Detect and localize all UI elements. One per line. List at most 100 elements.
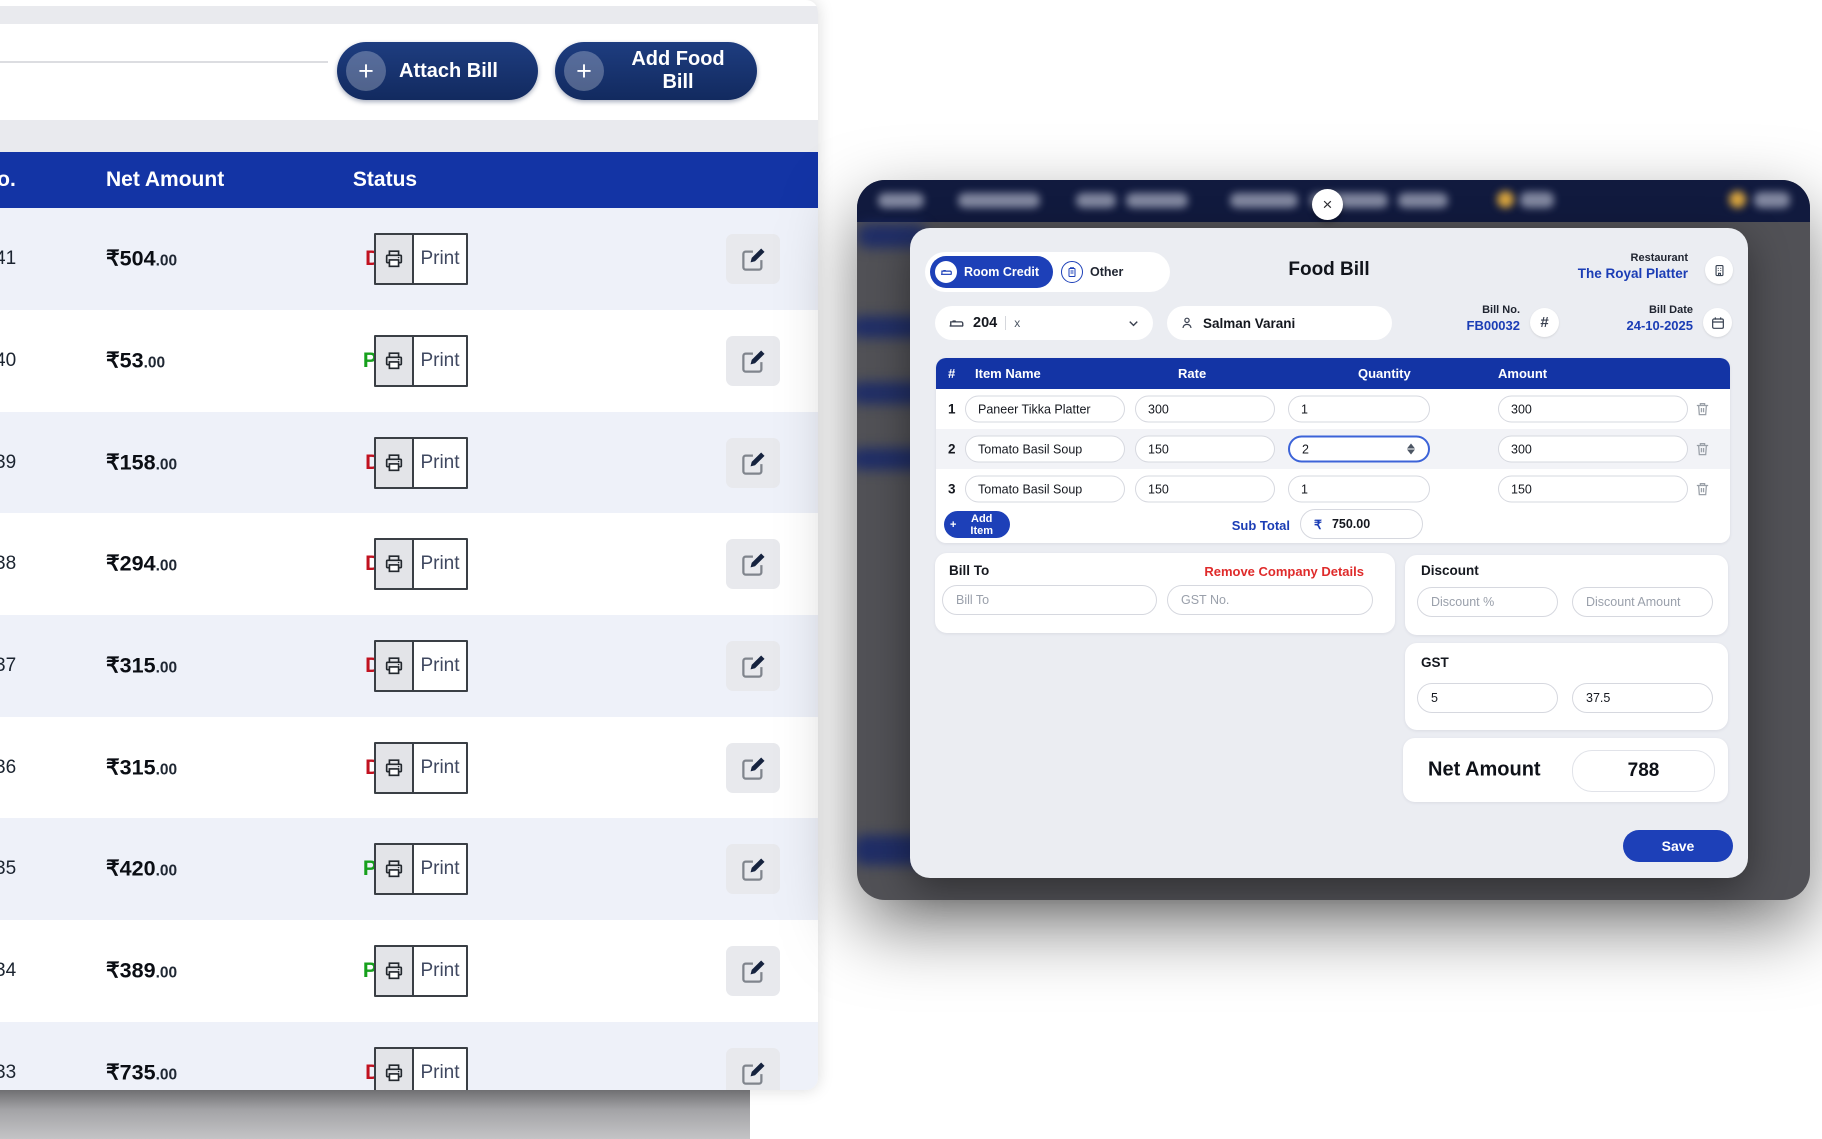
trash-icon <box>1694 440 1716 458</box>
amount-input[interactable] <box>1498 475 1688 503</box>
discount-section: Discount <box>1405 555 1728 635</box>
restaurant-info: Restaurant The Royal Platter <box>1578 252 1688 281</box>
amount-decimals: .00 <box>155 557 178 575</box>
discount-percent-input[interactable] <box>1417 587 1558 617</box>
print-button[interactable]: Print <box>374 945 468 997</box>
edit-icon <box>740 856 767 883</box>
net-amount: ₹504.00 <box>106 247 177 272</box>
printer-icon <box>376 947 414 995</box>
item-row: 1 <box>936 389 1730 429</box>
edit-button[interactable] <box>726 641 780 691</box>
column-header-amount: Amount <box>1498 366 1548 381</box>
tab-room-credit[interactable]: Room Credit <box>930 256 1053 288</box>
item-index: 2 <box>948 441 956 457</box>
gst-amount-input[interactable] <box>1572 683 1713 713</box>
edit-button[interactable] <box>726 336 780 386</box>
edit-button[interactable] <box>726 234 780 284</box>
guest-name-field[interactable]: Salman Varani <box>1167 306 1392 340</box>
items-table: # Item Name Rate Quantity Amount 1 2 3 <box>936 358 1730 543</box>
rate-input[interactable] <box>1135 475 1275 503</box>
save-button[interactable]: Save <box>1623 830 1733 862</box>
printer-icon <box>376 235 414 283</box>
print-label: Print <box>420 553 460 574</box>
discount-amount-input[interactable] <box>1572 587 1713 617</box>
rate-input[interactable] <box>1135 435 1275 463</box>
page-strip <box>0 6 818 24</box>
quantity-input[interactable] <box>1288 395 1430 423</box>
restaurant-icon-button[interactable] <box>1705 256 1733 284</box>
add-food-bill-button[interactable]: + Add Food Bill <box>555 42 757 100</box>
rate-input[interactable] <box>1135 395 1275 423</box>
edit-icon <box>740 246 767 273</box>
print-button[interactable]: Print <box>374 843 468 895</box>
table-row: 37 ₹315.00 Due Print <box>0 615 818 717</box>
net-amount-label: Net Amount <box>1428 758 1541 781</box>
amount-input[interactable] <box>1498 435 1688 463</box>
nav-item-blur <box>878 193 924 208</box>
amount-decimals: .00 <box>155 862 178 880</box>
nav-item-blur <box>1398 193 1448 208</box>
close-button[interactable]: × <box>1312 189 1343 220</box>
table-row: 34 ₹389.00 Paid Print <box>0 920 818 1022</box>
remove-room-tag[interactable]: x <box>1014 316 1021 330</box>
print-button[interactable]: Print <box>374 335 468 387</box>
print-label: Print <box>420 1062 460 1083</box>
amount-main: ₹315 <box>106 653 156 678</box>
bill-no-icon-button: # <box>1530 308 1559 337</box>
bill-number: 38 <box>0 553 17 574</box>
edit-button[interactable] <box>726 438 780 488</box>
edit-button[interactable] <box>726 743 780 793</box>
nav-item-blur <box>1126 193 1188 208</box>
remove-company-details-link[interactable]: Remove Company Details <box>1198 563 1370 580</box>
sub-total-field: ₹ 750.00 <box>1300 509 1423 539</box>
edit-button[interactable] <box>726 946 780 996</box>
print-button[interactable]: Print <box>374 538 468 590</box>
items-table-header: # Item Name Rate Quantity Amount <box>936 358 1730 389</box>
item-index: 3 <box>948 481 956 497</box>
food-bill-modal: Room Credit Other Food Bill Restaurant T… <box>910 228 1748 878</box>
print-label: Print <box>420 858 460 879</box>
edit-button[interactable] <box>726 539 780 589</box>
bill-to-input[interactable] <box>942 585 1157 615</box>
discount-title: Discount <box>1421 563 1479 578</box>
bill-date-icon-button[interactable] <box>1703 308 1732 337</box>
print-button[interactable]: Print <box>374 640 468 692</box>
item-name-input[interactable] <box>965 395 1125 423</box>
user-icon <box>1179 315 1195 331</box>
amount-decimals: .00 <box>155 252 178 270</box>
gst-no-input[interactable] <box>1167 585 1373 615</box>
quantity-input[interactable] <box>1288 475 1430 503</box>
print-button[interactable]: Print <box>374 1047 468 1090</box>
attach-bill-button[interactable]: + Attach Bill <box>337 42 538 100</box>
number-spinner[interactable] <box>1406 443 1416 455</box>
printer-icon <box>376 845 414 893</box>
add-food-bill-label: Add Food Bill <box>631 48 725 93</box>
add-item-button[interactable]: + Add Item <box>944 511 1010 538</box>
tab-other[interactable]: Other <box>1057 256 1135 288</box>
edit-button[interactable] <box>726 844 780 894</box>
item-name-input[interactable] <box>965 475 1125 503</box>
chevron-down-icon <box>1126 316 1141 331</box>
room-select[interactable]: 204 x <box>935 306 1153 340</box>
amount-input[interactable] <box>1498 395 1688 423</box>
quantity-input-focused[interactable] <box>1288 435 1430 463</box>
edit-icon <box>740 551 767 578</box>
delete-item-button[interactable] <box>1694 437 1716 461</box>
print-button[interactable]: Print <box>374 742 468 794</box>
table-row: 33 ₹735.00 Due Print <box>0 1022 818 1090</box>
printer-icon <box>376 1049 414 1090</box>
delete-item-button[interactable] <box>1694 397 1716 421</box>
item-row: 3 <box>936 469 1730 509</box>
bill-no-label: Bill No. <box>1482 304 1520 316</box>
divider <box>0 61 328 63</box>
table-row: 36 ₹315.00 Due Print <box>0 717 818 819</box>
bill-date-info: Bill Date 24-10-2025 <box>1627 304 1694 333</box>
edit-button[interactable] <box>726 1048 780 1090</box>
print-button[interactable]: Print <box>374 437 468 489</box>
blurred-navbar <box>857 180 1810 222</box>
print-button[interactable]: Print <box>374 233 468 285</box>
gst-percent-input[interactable] <box>1417 683 1558 713</box>
delete-item-button[interactable] <box>1694 477 1716 501</box>
plus-icon: + <box>950 518 957 531</box>
item-name-input[interactable] <box>965 435 1125 463</box>
